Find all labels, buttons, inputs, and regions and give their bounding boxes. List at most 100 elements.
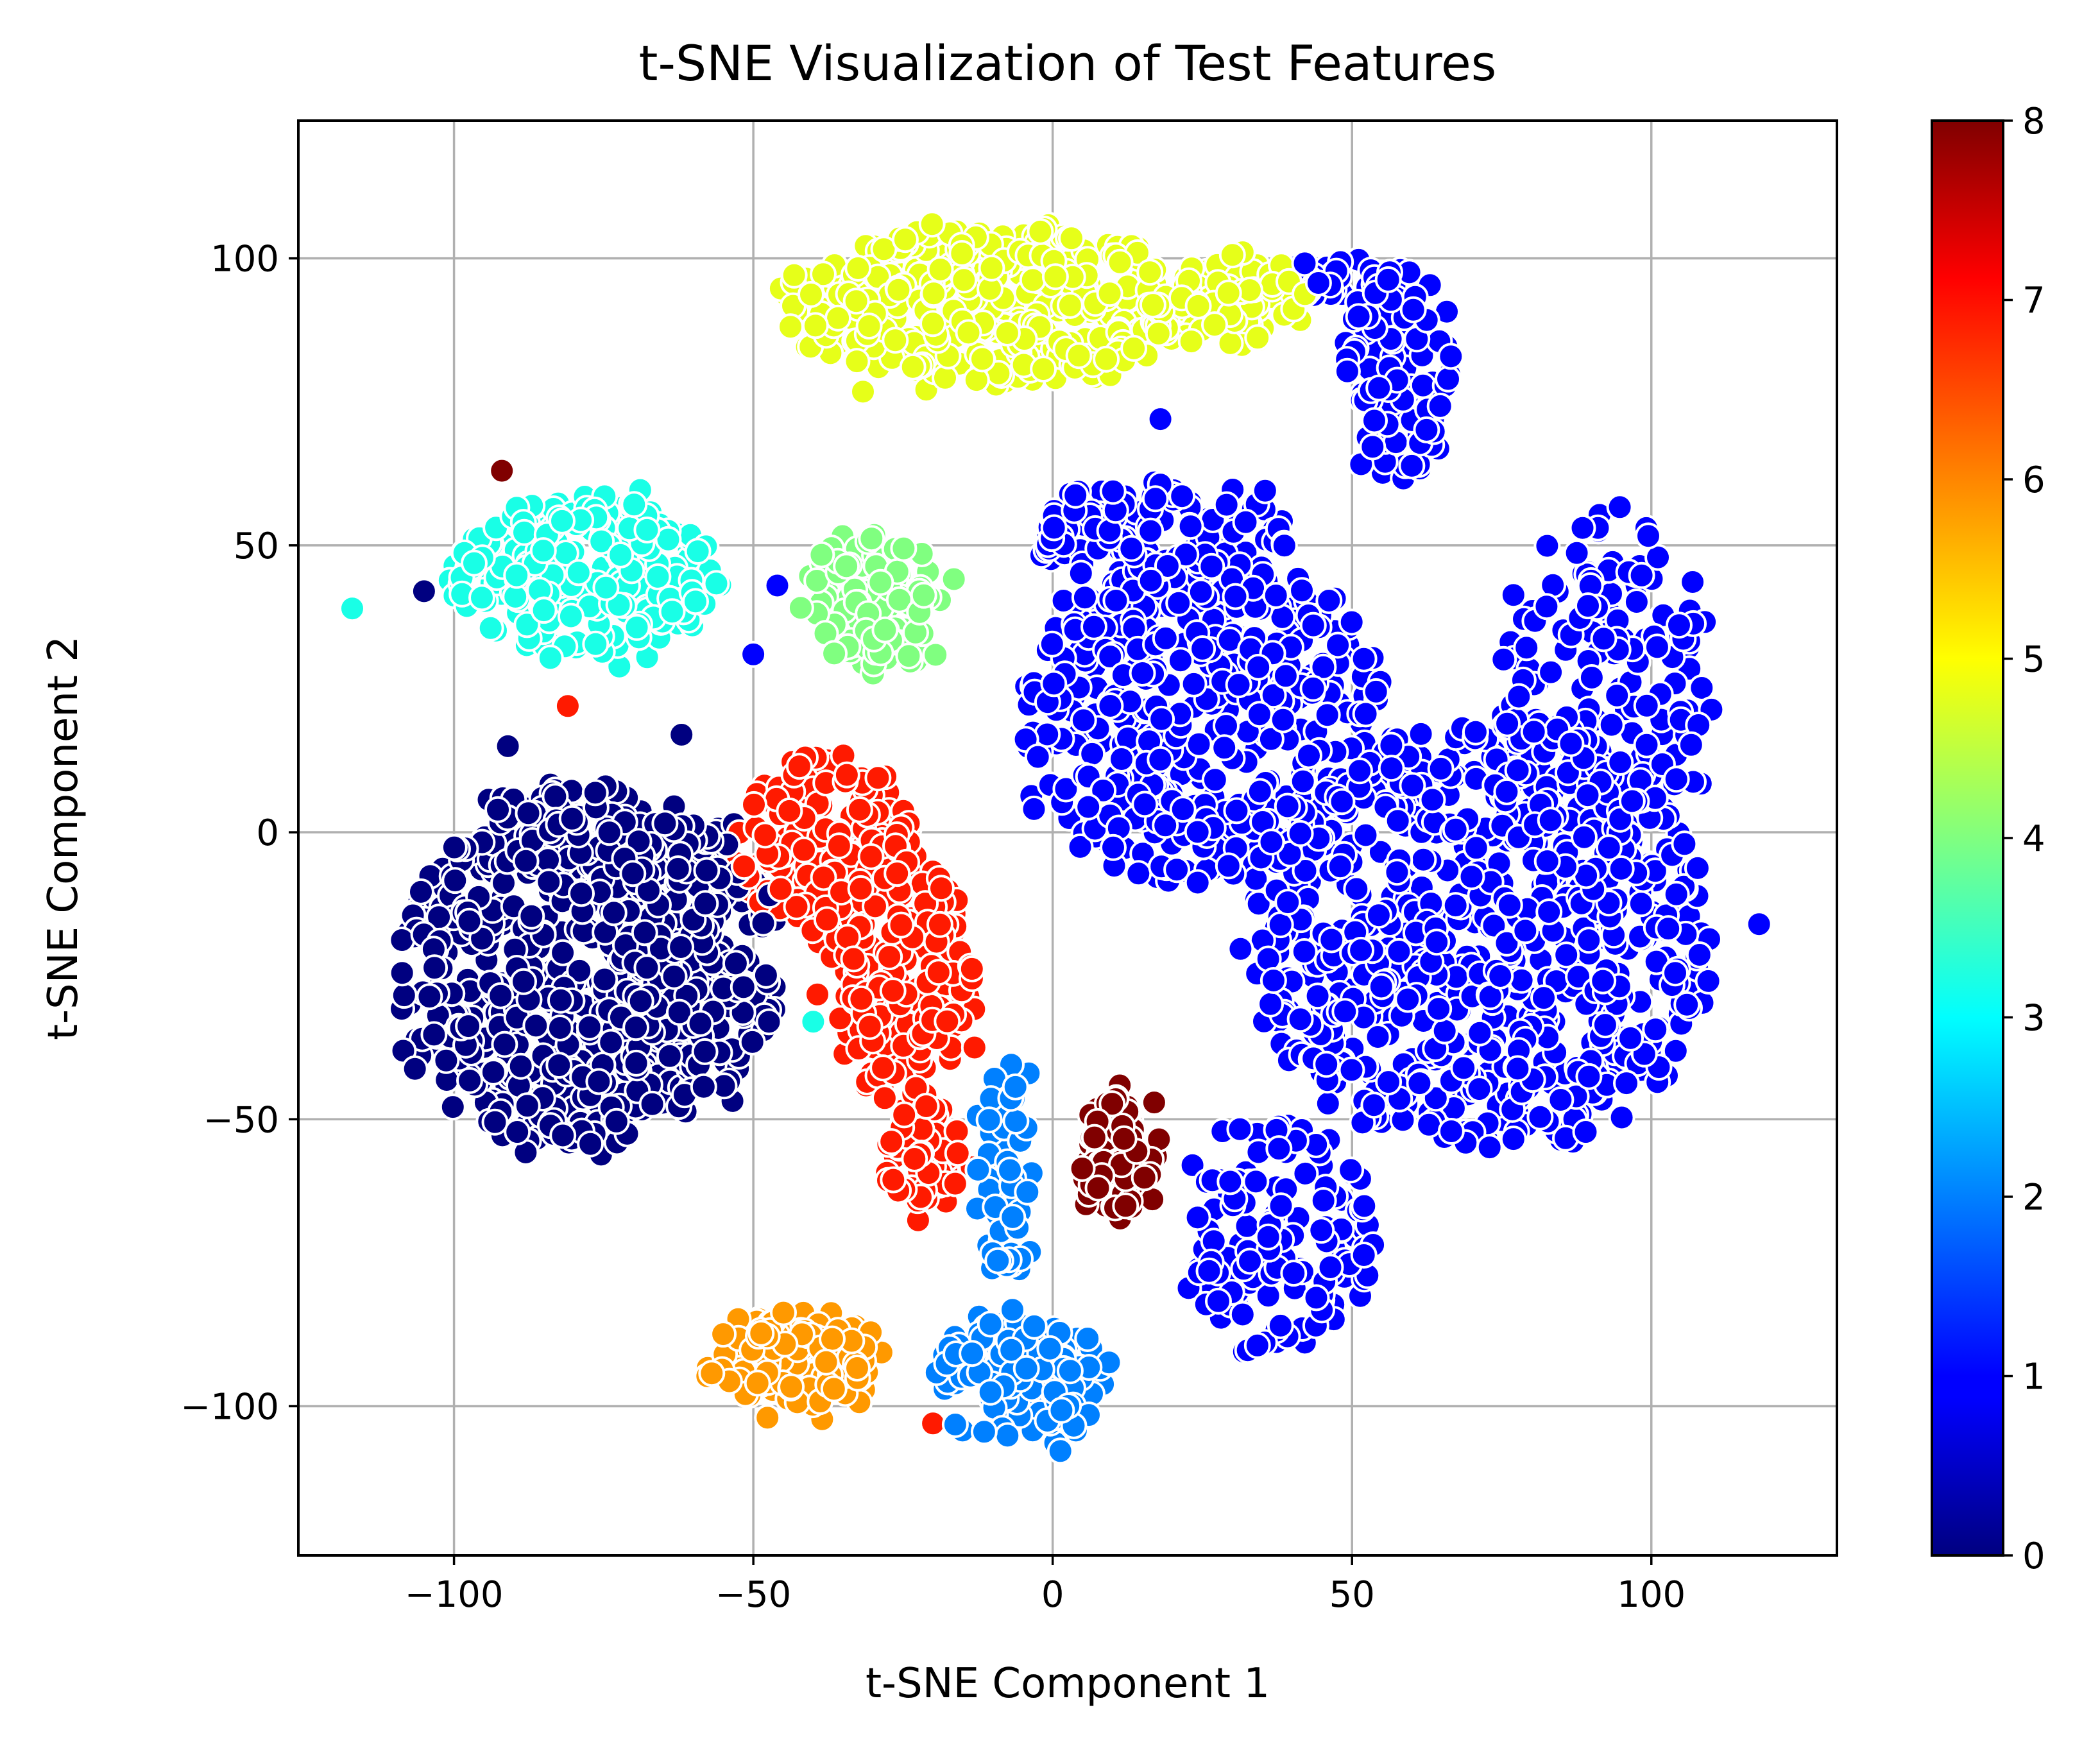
scatter-point-class-0 — [388, 959, 416, 987]
scatter-point-class-7 — [884, 860, 911, 887]
scatter-point-class-1 — [1407, 720, 1435, 748]
scatter-point-class-6 — [698, 1360, 726, 1387]
scatter-point-class-1 — [1269, 706, 1297, 733]
scatter-point-class-7 — [901, 1145, 928, 1172]
scatter-point-class-1 — [1099, 477, 1127, 505]
scatter-point-class-0 — [510, 968, 537, 995]
scatter-point-class-5 — [1096, 280, 1123, 307]
scatter-point-class-1 — [1097, 692, 1124, 719]
scatter-point-class-1 — [1137, 567, 1165, 594]
scatter-point-class-1 — [1575, 592, 1601, 620]
scatter-point-class-1 — [1513, 634, 1541, 662]
scatter-point-class-7 — [804, 980, 831, 1008]
scatter-point-class-3 — [529, 537, 557, 565]
scatter-point-class-1 — [1410, 846, 1437, 873]
scatter-point-class-0 — [490, 869, 517, 896]
scatter-point-class-1 — [1603, 681, 1631, 709]
scatter-point-class-3 — [461, 549, 488, 577]
scatter-point-class-2 — [999, 1296, 1026, 1324]
scatter-point-class-3 — [633, 516, 661, 543]
y-tick-label: −50 — [203, 1099, 279, 1141]
scatter-point-class-1 — [1618, 787, 1646, 815]
scatter-point-class-1 — [1520, 718, 1548, 746]
scatter-point-class-1 — [1314, 1090, 1342, 1117]
scatter-point-class-0 — [513, 1092, 541, 1120]
scatter-point-class-7 — [941, 1170, 969, 1197]
scatter-point-class-1 — [1662, 880, 1690, 908]
colorbar-tick-label: 0 — [2022, 1536, 2045, 1577]
scatter-point-class-1 — [1223, 797, 1251, 825]
scatter-point-class-1 — [1100, 834, 1127, 861]
scatter-point-class-1 — [1213, 712, 1240, 740]
scatter-point-class-1 — [1272, 662, 1299, 690]
scatter-point-class-4 — [867, 569, 894, 596]
scatter-point-class-2 — [975, 1106, 1003, 1134]
scatter-point-class-0 — [755, 1008, 783, 1036]
scatter-point-class-1 — [1578, 664, 1605, 691]
scatter-point-class-6 — [819, 1325, 846, 1353]
scatter-point-class-0 — [581, 779, 609, 807]
scatter-point-class-0 — [515, 800, 542, 827]
x-tick-label: −50 — [715, 1574, 791, 1616]
scatter-point-class-3 — [582, 630, 610, 658]
scatter-point-class-1 — [1361, 407, 1388, 434]
scatter-point-class-4 — [821, 640, 848, 667]
scatter-point-class-1 — [1148, 705, 1175, 733]
x-tick-label: 50 — [1329, 1574, 1375, 1616]
scatter-point-class-1 — [1302, 1284, 1330, 1312]
scatter-point-class-1 — [1304, 982, 1331, 1010]
scatter-point-class-0 — [622, 1014, 650, 1041]
scatter-point-class-0 — [494, 732, 522, 760]
scatter-point-class-1 — [1569, 514, 1596, 542]
scatter-point-class-1 — [1496, 891, 1523, 919]
scatter-point-class-1 — [1465, 1075, 1493, 1103]
scatter-point-class-1 — [1367, 973, 1395, 1000]
scatter-point-class-5 — [1106, 248, 1134, 276]
scatter-point-class-1 — [1378, 732, 1405, 759]
scatter-point-class-6 — [778, 1373, 805, 1401]
scatter-point-class-1 — [1326, 853, 1354, 880]
scatter-point-class-0 — [484, 796, 511, 823]
scatter-point-class-0 — [518, 902, 545, 930]
y-tick-label: 0 — [256, 812, 279, 854]
scatter-point-class-2 — [984, 1247, 1012, 1274]
scatter-point-class-1 — [1225, 671, 1252, 699]
scatter-point-class-0 — [692, 890, 719, 918]
scatter-point-class-1 — [1671, 830, 1698, 858]
scatter-point-class-1 — [1360, 1091, 1388, 1119]
scatter-point-class-1 — [1080, 613, 1107, 640]
scatter-point-class-1 — [1673, 991, 1701, 1018]
scatter-point-class-2 — [1056, 1357, 1084, 1385]
scatter-point-class-6 — [710, 1321, 737, 1348]
scatter-point-class-1 — [1216, 1168, 1244, 1195]
scatter-point-class-1 — [1236, 1247, 1263, 1275]
scatter-point-class-3 — [703, 570, 730, 597]
scatter-point-class-1 — [1020, 795, 1048, 823]
scatter-point-class-4 — [833, 552, 860, 580]
scatter-point-class-1 — [1512, 917, 1539, 945]
scatter-point-class-5 — [1093, 345, 1120, 373]
scatter-point-class-1 — [1425, 995, 1453, 1023]
scatter-point-class-1 — [1257, 990, 1285, 1018]
scatter-point-class-0 — [690, 1073, 717, 1100]
scatter-point-class-5 — [798, 280, 824, 308]
scatter-point-class-5 — [1065, 342, 1093, 370]
scatter-point-class-1 — [1462, 718, 1489, 746]
scatter-point-class-0 — [410, 578, 438, 605]
scatter-point-class-7 — [871, 1084, 898, 1112]
colorbar-tick-label: 4 — [2022, 818, 2045, 860]
scatter-point-class-1 — [1062, 481, 1089, 509]
scatter-point-class-3 — [549, 507, 576, 535]
scatter-point-class-0 — [752, 961, 780, 989]
scatter-point-class-8 — [1110, 1125, 1138, 1152]
scatter-point-class-1 — [1598, 711, 1625, 739]
scatter-point-class-1 — [1530, 984, 1557, 1012]
scatter-point-class-4 — [940, 565, 968, 593]
scatter-point-class-1 — [1571, 823, 1598, 851]
scatter-point-class-5 — [978, 254, 1005, 282]
scatter-point-class-5 — [882, 327, 909, 354]
scatter-point-class-1 — [1324, 631, 1352, 659]
scatter-point-class-1 — [1679, 569, 1707, 595]
scatter-point-class-1 — [1286, 1006, 1314, 1033]
scatter-point-class-5 — [891, 226, 919, 253]
